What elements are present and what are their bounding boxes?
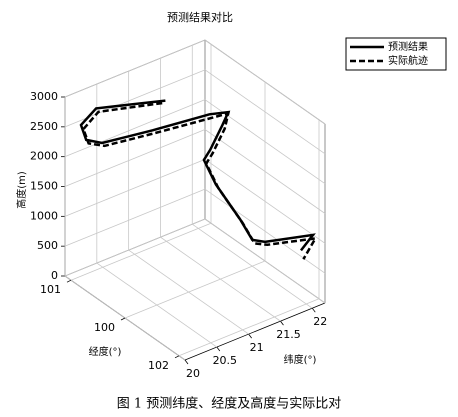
tick-mark [216,346,221,352]
y-tick-label: 101 [40,283,61,296]
tick-mark [280,320,284,326]
grid-line [64,129,206,187]
series-line [81,101,318,260]
axis-line [184,302,326,361]
grid-line [178,298,320,357]
x-tick-label: 22 [313,315,327,328]
z-tick-label: 2500 [30,120,58,133]
tick-mark [66,279,72,283]
z-tick-label: 1000 [30,209,58,222]
z-tick-label: 1500 [30,180,58,193]
x-tick-label: 20.5 [213,354,238,367]
x-tick-label: 20 [186,367,200,380]
grid-line [64,218,206,277]
x-tick-label: 21.5 [276,328,301,341]
z-tick-label: 3000 [30,90,58,103]
grid-line [64,188,206,247]
legend-box [345,37,447,71]
grid-line [64,39,206,98]
grid-line [124,260,266,319]
y-tick-label: 100 [94,321,115,334]
tick-mark [311,307,316,313]
x-tick-label: 21 [250,341,264,354]
tick-mark [174,355,180,359]
z-tick-label: 2000 [30,150,58,163]
z-tick-label: 0 [51,269,58,282]
chart-title: 预测结果对比 [167,10,233,24]
tick-mark [184,359,189,365]
z-tick-label: 500 [37,239,58,252]
x-axis-label: 纬度(°) [284,353,317,366]
grid-line [64,99,206,158]
grid-line [70,222,212,281]
caption: 图 1 预测纬度、经度及高度与实际比对 [117,396,342,412]
grid-line [64,158,206,217]
legend-label: 实际航迹 [388,54,428,67]
y-axis-label: 经度(°) [89,345,122,358]
y-tick-label: 102 [148,359,169,372]
z-axis-label: 高度(m) [15,171,28,209]
tick-mark [120,317,126,321]
tick-mark [248,333,252,339]
legend-label: 预测结果 [388,40,428,53]
